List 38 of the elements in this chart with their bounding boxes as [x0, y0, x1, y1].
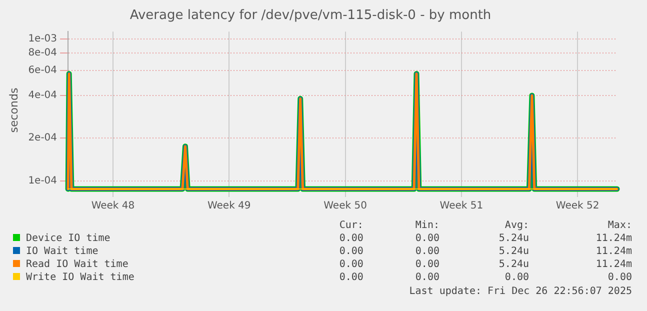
text: 5.24u — [498, 232, 530, 245]
y-tick-label: 6e-04 — [28, 65, 58, 76]
legend-label: Device IO time — [25, 232, 112, 245]
text: 0.00 — [338, 271, 364, 284]
legend-label: Read IO Wait time — [25, 258, 130, 271]
text: 5.24u — [498, 258, 530, 271]
text: 0.00 — [338, 245, 364, 258]
chart-title: Average latency for /dev/pve/vm-115-disk-0 - by month — [130, 8, 492, 24]
text: Min: — [414, 218, 440, 232]
x-tick-label: Week 49 — [207, 200, 251, 212]
legend-label: IO Wait time — [25, 245, 100, 258]
text: 11.24m — [594, 258, 632, 271]
y-tick-label: 8e-04 — [28, 47, 58, 58]
text: 0.00 — [606, 271, 632, 284]
text: Avg: — [504, 218, 530, 232]
x-tick-label: Week 50 — [324, 200, 367, 212]
text: 0.00 — [414, 271, 440, 284]
legend-label: Write IO Wait time — [25, 271, 136, 284]
text: 0.00 — [338, 232, 364, 245]
text: 0.00 — [414, 232, 440, 245]
text: 11.24m — [594, 232, 632, 245]
text: 0.00 — [504, 271, 530, 284]
y-tick-label: 2e-04 — [28, 132, 58, 144]
text: Max: — [606, 218, 632, 232]
text: 0.00 — [338, 258, 364, 271]
text: 5.24u — [498, 245, 530, 258]
y-tick-label: 1e-04 — [28, 175, 58, 186]
text: Cur: — [338, 218, 364, 232]
x-tick-label: Week 48 — [91, 200, 135, 212]
y-tick-label: 4e-04 — [28, 90, 58, 102]
text: 0.00 — [414, 245, 440, 258]
text: 0.00 — [414, 258, 440, 271]
x-tick-label: Week 52 — [556, 200, 600, 212]
text: Last update: Fri Dec 26 22:56:07 2025 — [408, 286, 632, 297]
x-tick-label: Week 51 — [440, 200, 484, 212]
text: 11.24m — [594, 245, 632, 258]
y-tick-label: 1e-03 — [28, 34, 58, 45]
y-axis-title: seconds — [7, 88, 20, 133]
